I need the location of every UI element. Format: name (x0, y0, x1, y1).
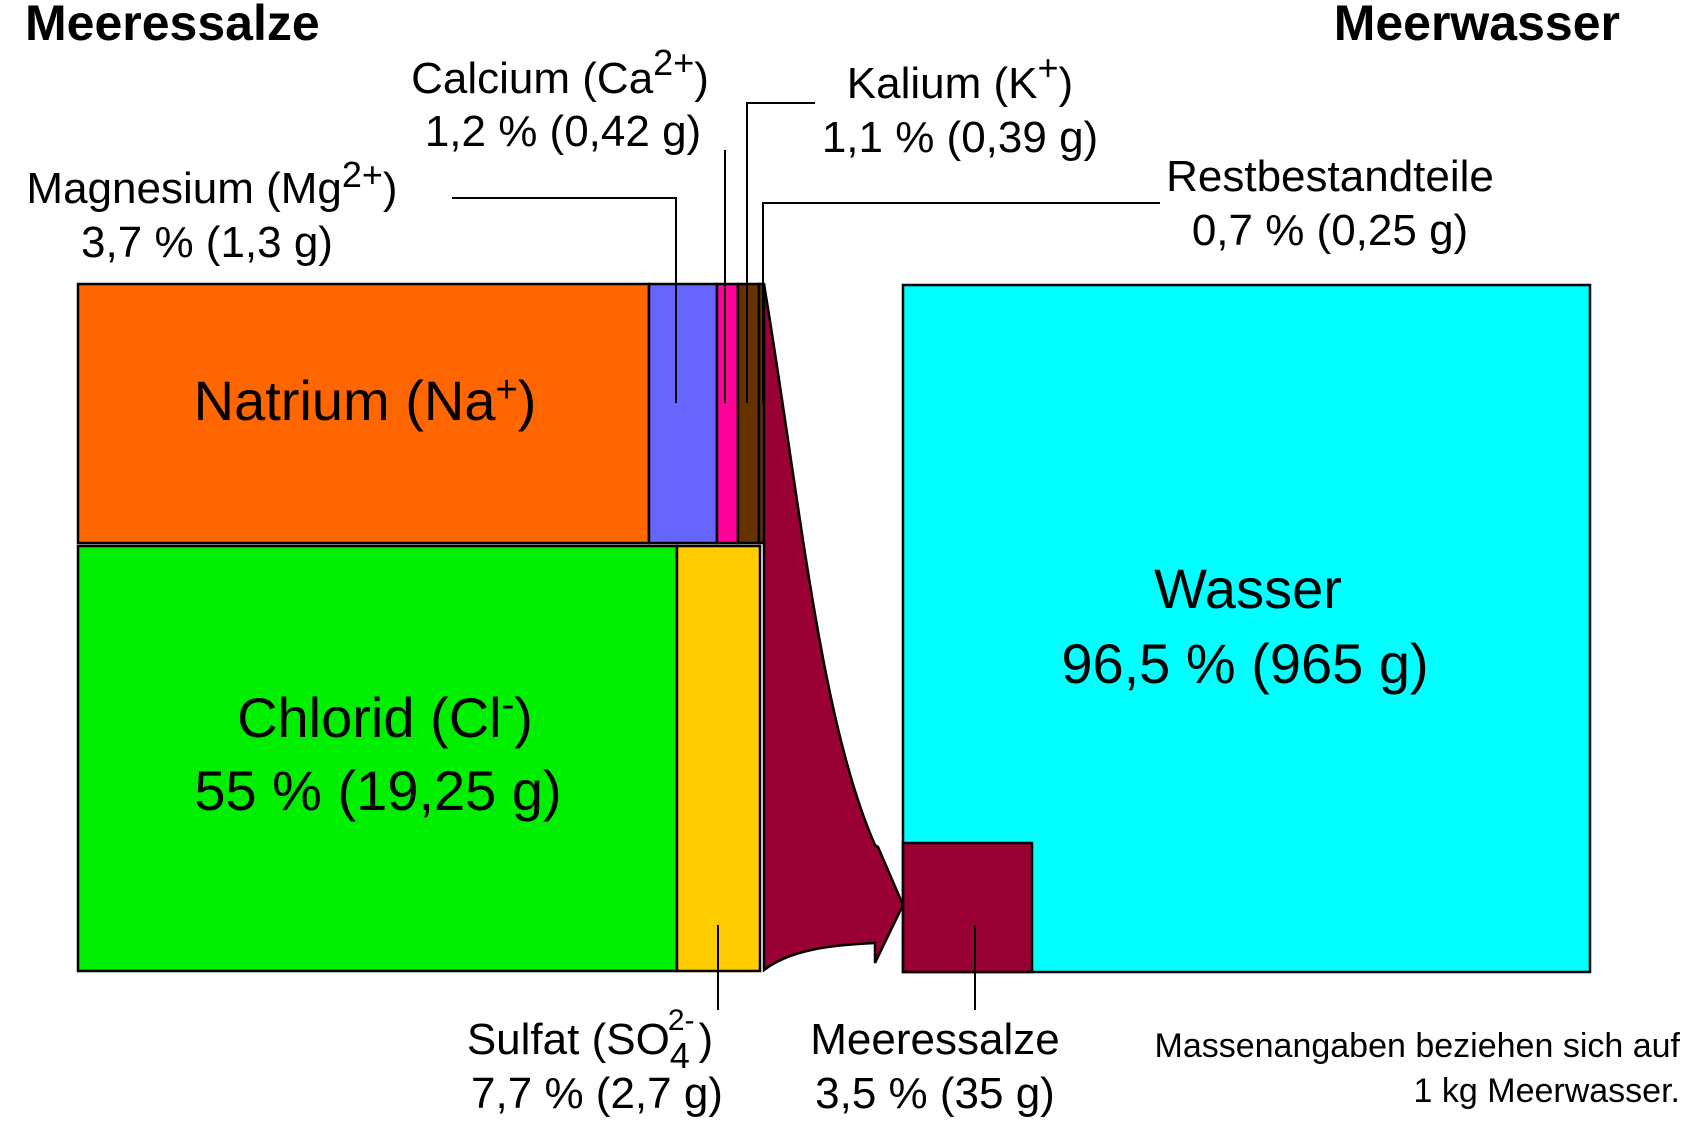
label-chlorid: Chlorid (Cl-) (237, 684, 533, 749)
label-magnesium: Magnesium (Mg2+) (26, 154, 397, 213)
kalium-box (736, 282, 761, 545)
magnesium-box (647, 282, 719, 545)
chlorid-box (76, 544, 679, 973)
meeressalze-box (901, 841, 1034, 974)
transfer-arrow (762, 283, 905, 973)
sulfat-box (675, 544, 762, 973)
note-line-1: Massenangaben beziehen sich auf (1155, 1027, 1681, 1065)
label-rest: Restbestandteile (1166, 152, 1494, 201)
value-wasser: 96,5 % (965 g) (1061, 632, 1428, 695)
value-calcium: 1,2 % (0,42 g) (425, 107, 701, 156)
label-wasser: Wasser (1154, 557, 1342, 620)
value-kalium: 1,1 % (0,39 g) (822, 113, 1098, 162)
label-natrium: Natrium (Na+) (194, 369, 537, 432)
label-calcium: Calcium (Ca2+) (411, 42, 709, 103)
value-magnesium: 3,7 % (1,3 g) (81, 218, 333, 267)
label-sulfat: Sulfat (SO42-) (467, 1004, 713, 1076)
value-sulfat: 7,7 % (2,7 g) (471, 1069, 723, 1118)
label-meeressalze: Meeressalze (810, 1015, 1059, 1064)
label-kalium: Kalium (K+) (847, 47, 1073, 108)
leader-kalium (746, 102, 815, 403)
leader-magnesium (452, 197, 677, 403)
value-chlorid: 55 % (19,25 g) (194, 759, 561, 822)
value-meeressalze: 3,5 % (35 g) (815, 1069, 1055, 1118)
leader-rest (762, 202, 1160, 403)
note-line-2: 1 kg Meerwasser. (1414, 1072, 1680, 1110)
value-rest: 0,7 % (0,25 g) (1192, 206, 1468, 255)
heading-meerwasser: Meerwasser (1334, 0, 1620, 51)
calcium-box (715, 282, 740, 545)
heading-meeressalze: Meeressalze (25, 0, 320, 51)
natrium-box (76, 282, 651, 545)
